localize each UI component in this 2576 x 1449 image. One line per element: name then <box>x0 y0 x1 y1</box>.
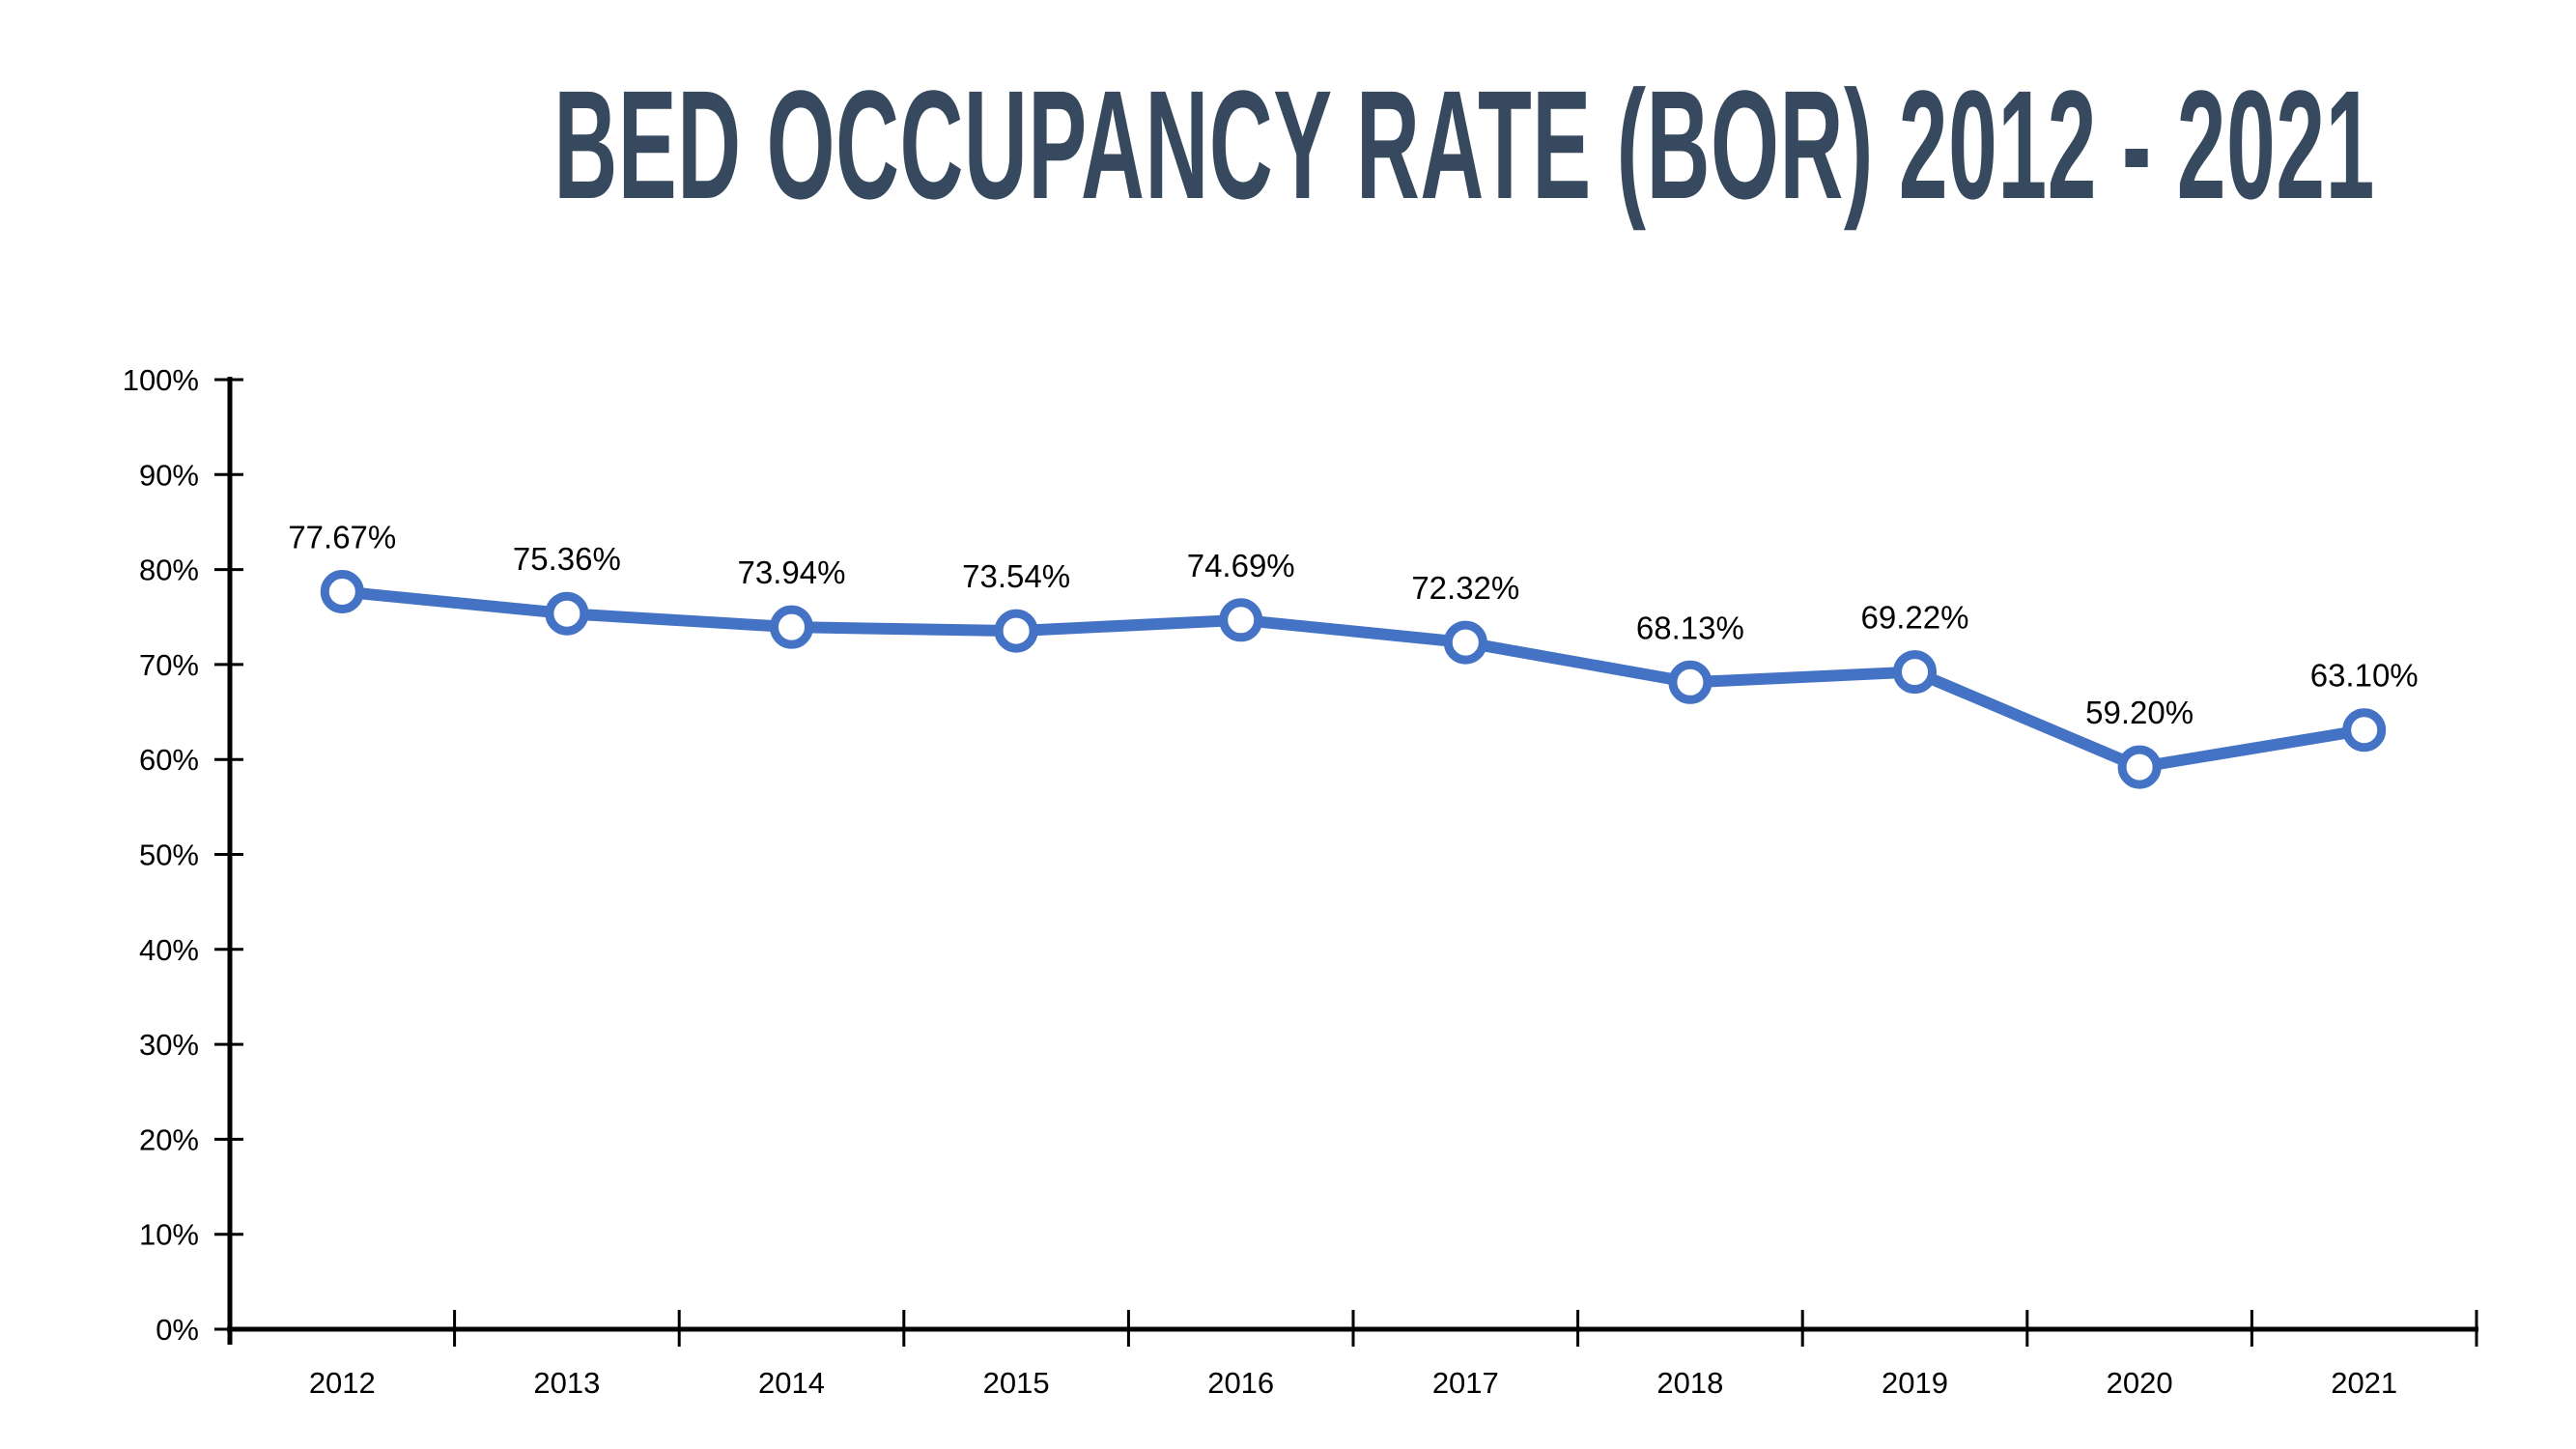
x-tick-label: 2019 <box>1882 1366 1948 1400</box>
x-tick-label: 2016 <box>1207 1366 1274 1400</box>
x-tick-label: 2013 <box>533 1366 600 1400</box>
x-tick-label: 2015 <box>983 1366 1050 1400</box>
data-point-marker <box>1893 650 1937 695</box>
data-point-marker <box>994 609 1038 653</box>
data-point-label: 73.54% <box>962 558 1070 594</box>
data-point-label: 69.22% <box>1861 600 1969 636</box>
data-point-marker <box>770 605 813 649</box>
x-tick-label: 2017 <box>1432 1366 1499 1400</box>
data-point-label: 72.32% <box>1411 570 1519 606</box>
y-tick-label: 90% <box>139 458 199 492</box>
x-tick-label: 2020 <box>2107 1366 2173 1400</box>
data-point-label: 74.69% <box>1187 548 1295 583</box>
data-point-marker <box>2342 708 2387 753</box>
x-tick-label: 2018 <box>1656 1366 1723 1400</box>
data-point-label: 68.13% <box>1636 610 1744 645</box>
data-point-marker <box>320 570 364 614</box>
data-point-label: 77.67% <box>288 520 396 555</box>
data-point-marker <box>1443 620 1487 665</box>
x-tick-label: 2014 <box>758 1366 825 1400</box>
data-point-label: 63.10% <box>2310 658 2419 694</box>
y-tick-label: 40% <box>139 933 199 967</box>
y-tick-label: 100% <box>123 363 199 397</box>
data-point-marker <box>1668 660 1713 704</box>
data-point-marker <box>545 591 589 636</box>
data-point-label: 73.94% <box>738 554 846 590</box>
y-tick-label: 80% <box>139 554 199 587</box>
data-point-label: 75.36% <box>513 541 621 577</box>
data-point-label: 59.20% <box>2085 695 2194 730</box>
y-tick-label: 0% <box>156 1313 199 1347</box>
data-point-marker <box>2117 745 2162 789</box>
y-tick-label: 50% <box>139 838 199 872</box>
data-point-marker <box>1219 598 1263 642</box>
y-tick-label: 10% <box>139 1218 199 1252</box>
series-line <box>336 585 2370 774</box>
y-tick-label: 20% <box>139 1122 199 1156</box>
y-tick-label: 70% <box>139 648 199 682</box>
y-tick-label: 30% <box>139 1028 199 1062</box>
x-tick-label: 2021 <box>2331 1366 2397 1400</box>
y-tick-label: 60% <box>139 743 199 777</box>
x-tick-label: 2012 <box>309 1366 376 1400</box>
